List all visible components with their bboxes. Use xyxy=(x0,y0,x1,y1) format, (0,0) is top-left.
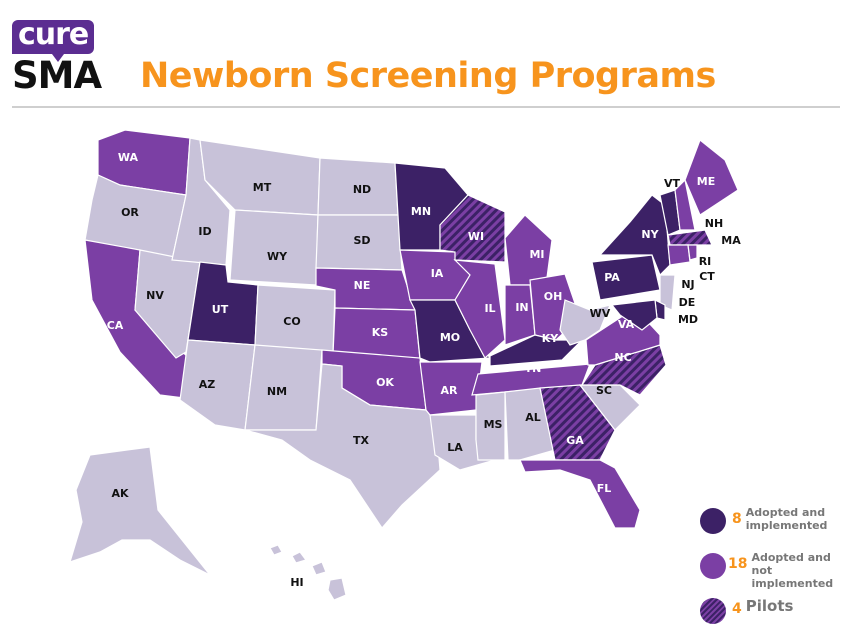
state-label-pa: PA xyxy=(604,271,620,284)
state-label-sd: SD xyxy=(353,234,370,247)
state-label-in: IN xyxy=(515,301,528,314)
state-label-ok: OK xyxy=(376,376,394,389)
state-label-ri: RI xyxy=(699,255,712,268)
legend-count: 18 xyxy=(728,556,748,572)
state-label-wy: WY xyxy=(267,250,288,263)
legend-item-adopted-implemented: 8 Adopted and implemented xyxy=(700,505,850,550)
state-label-tn: TN xyxy=(525,362,542,375)
state-label-nj: NJ xyxy=(681,278,694,291)
state-label-nd: ND xyxy=(353,183,371,196)
state-label-fl: FL xyxy=(597,482,612,495)
legend-swatch xyxy=(700,508,726,534)
state-label-wi: WI xyxy=(468,230,484,243)
legend-item-pilots: 4 Pilots xyxy=(700,595,850,640)
state-label-tx: TX xyxy=(353,434,370,447)
state-nh xyxy=(674,178,696,231)
state-ak xyxy=(69,446,211,576)
state-az xyxy=(179,339,256,431)
state-label-ga: GA xyxy=(566,434,584,447)
state-label-mo: MO xyxy=(440,331,460,344)
state-label-ky: KY xyxy=(542,332,560,345)
state-ms xyxy=(475,391,506,461)
state-ma xyxy=(667,229,713,246)
state-label-nh: NH xyxy=(705,217,723,230)
state-label-me: ME xyxy=(697,175,715,188)
state-label-ms: MS xyxy=(484,418,503,431)
legend-label: Adopted and implemented xyxy=(745,506,828,532)
state-label-ne: NE xyxy=(354,279,371,292)
state-label-id: ID xyxy=(198,225,211,238)
state-label-az: AZ xyxy=(199,378,216,391)
state-label-nc: NC xyxy=(614,351,631,364)
logo-cure-text: cure xyxy=(12,20,95,62)
cure-sma-logo: cure SMA xyxy=(12,20,107,94)
state-ar xyxy=(419,361,483,416)
state-wy xyxy=(229,209,319,286)
state-label-ks: KS xyxy=(372,326,389,339)
state-nj xyxy=(659,274,676,311)
state-ct xyxy=(667,244,691,266)
state-al xyxy=(504,387,556,461)
state-label-ny: NY xyxy=(641,228,659,241)
state-fl xyxy=(519,459,641,529)
state-label-ar: AR xyxy=(441,384,459,397)
state-label-sc: SC xyxy=(596,384,612,397)
header-divider xyxy=(12,106,840,108)
legend-swatch xyxy=(700,598,726,624)
state-label-ma: MA xyxy=(721,234,741,247)
state-label-co: CO xyxy=(283,315,300,328)
legend-swatch xyxy=(700,553,726,579)
us-map: WA OR CA NV ID MT WY UT CO AZ NM ND SD NE KS OK TX MN IA MO… xyxy=(69,129,741,601)
state-label-al: AL xyxy=(525,411,541,424)
state-me xyxy=(684,139,739,216)
state-label-wv: WV xyxy=(590,307,611,320)
page-title: Newborn Screening Programs xyxy=(140,56,716,96)
state-wv xyxy=(559,299,611,346)
state-label-nv: NV xyxy=(146,289,164,302)
state-label-ut: UT xyxy=(212,303,229,316)
state-il xyxy=(453,259,506,359)
state-label-ia: IA xyxy=(431,267,444,280)
state-label-ca: CA xyxy=(107,319,124,332)
state-mi xyxy=(504,214,553,286)
legend-label: Pilots xyxy=(745,597,794,615)
state-label-il: IL xyxy=(484,302,495,315)
legend-label: Adopted and not implemented xyxy=(751,551,834,590)
state-label-hi: HI xyxy=(290,576,303,589)
state-label-oh: OH xyxy=(544,290,563,303)
state-hi xyxy=(327,577,347,601)
state-ri xyxy=(687,244,698,261)
state-label-ak: AK xyxy=(111,487,129,500)
state-label-nm: NM xyxy=(267,385,287,398)
state-label-or: OR xyxy=(121,206,139,219)
state-label-vt: VT xyxy=(664,177,681,190)
state-wi xyxy=(439,194,506,263)
state-label-mn: MN xyxy=(411,205,431,218)
legend-count: 4 xyxy=(732,601,742,617)
state-label-va: VA xyxy=(618,318,635,331)
state-label-ct: CT xyxy=(699,270,715,283)
state-label-mt: MT xyxy=(253,181,272,194)
state-ga xyxy=(539,384,616,461)
state-label-de: DE xyxy=(679,296,696,309)
state-in xyxy=(504,284,536,346)
state-label-mi: MI xyxy=(529,248,544,261)
legend-item-adopted-not-implemented: 18 Adopted and not implemented xyxy=(700,550,850,595)
state-md xyxy=(610,299,658,331)
state-label-md: MD xyxy=(678,313,698,326)
logo-sma-text: SMA xyxy=(12,54,102,97)
state-hi xyxy=(311,561,327,576)
state-label-wa: WA xyxy=(118,151,139,164)
state-hi xyxy=(269,544,283,556)
state-label-la: LA xyxy=(447,441,463,454)
legend: 8 Adopted and implemented 18 Adopted and… xyxy=(700,505,850,640)
state-tx xyxy=(244,363,441,529)
state-hi xyxy=(291,551,307,564)
legend-count: 8 xyxy=(732,511,742,527)
state-pa xyxy=(591,254,661,301)
